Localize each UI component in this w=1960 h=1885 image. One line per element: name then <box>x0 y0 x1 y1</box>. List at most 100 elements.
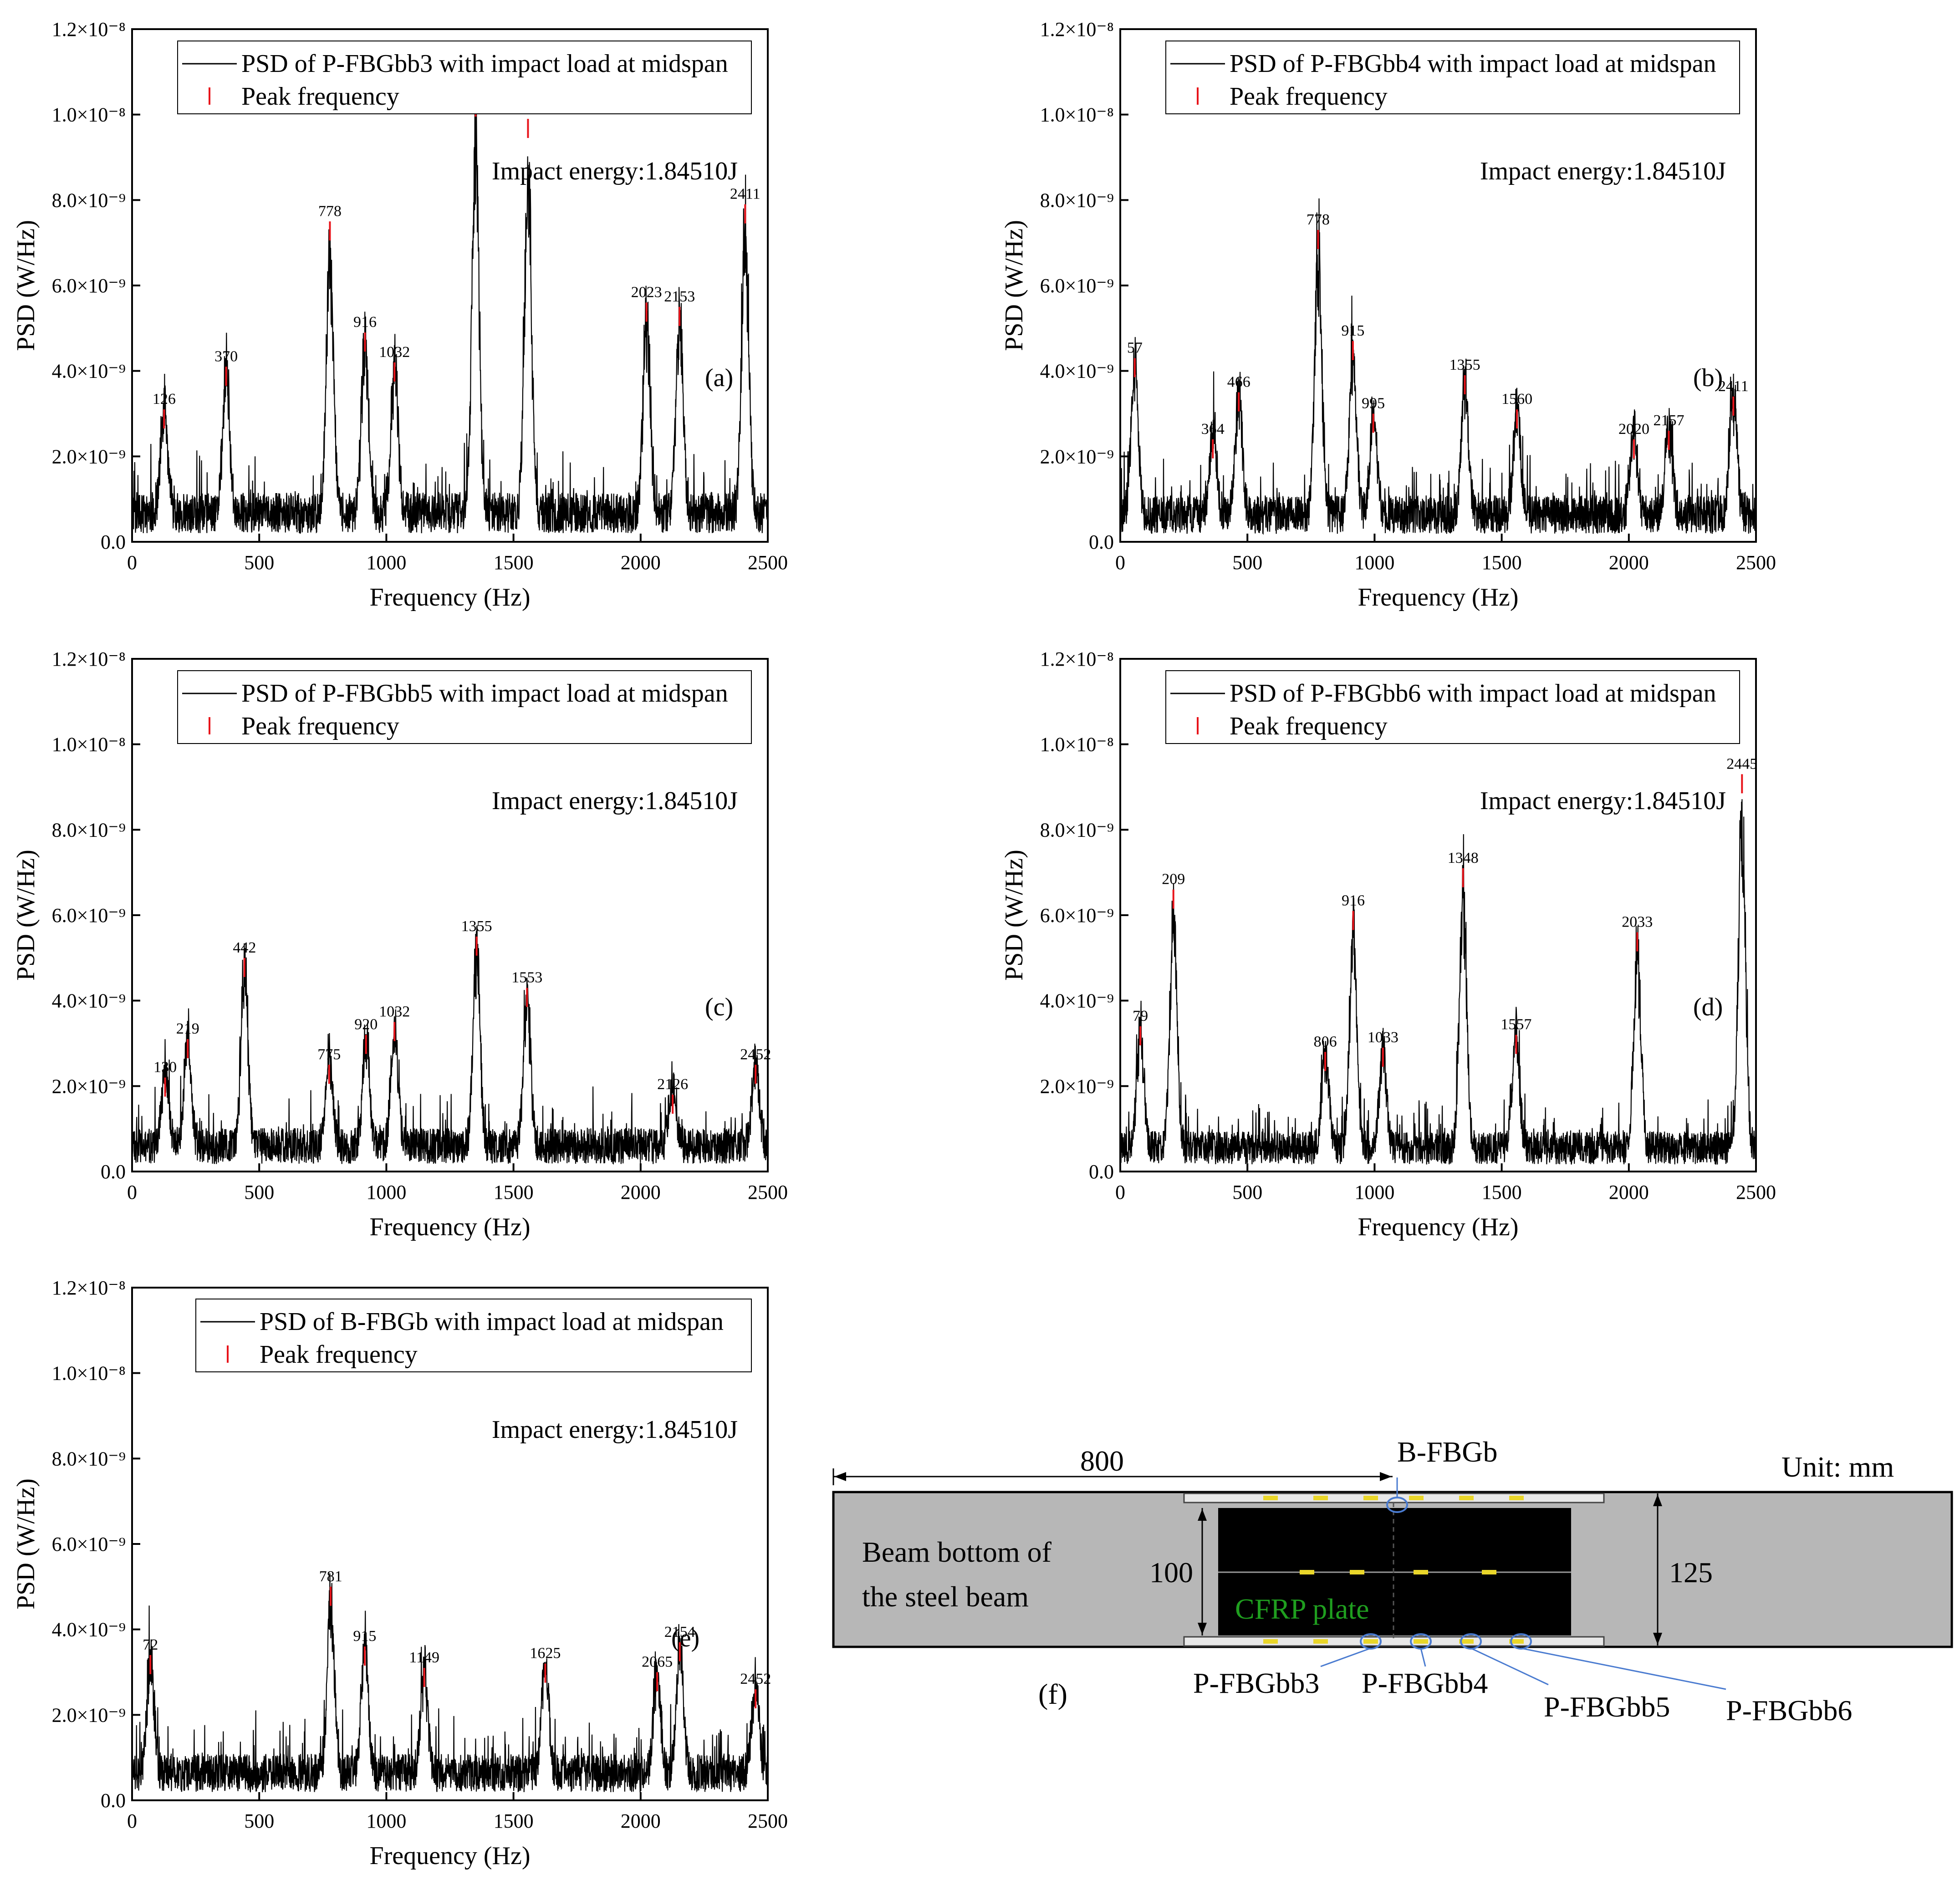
x-tick-label: 2500 <box>748 1810 788 1832</box>
panel-label: (d) <box>1693 993 1723 1021</box>
dimension-100-label: 100 <box>1149 1556 1193 1589</box>
y-tick-label: 1.0×10⁻⁸ <box>52 104 126 126</box>
y-tick-label: 2.0×10⁻⁹ <box>1040 1075 1114 1097</box>
legend-peak-label: Peak frequency <box>1230 82 1388 111</box>
fbg-sensor-dot <box>1414 1639 1428 1644</box>
y-tick-label: 6.0×10⁻⁹ <box>1040 904 1114 927</box>
y-tick-label: 8.0×10⁻⁹ <box>52 189 126 211</box>
x-tick-label: 0 <box>1115 1181 1125 1203</box>
impact-energy-annotation: Impact energy:1.84510J <box>1480 787 1726 815</box>
peak-label: 915 <box>353 1628 376 1645</box>
x-axis-title: Frequency (Hz) <box>370 583 531 611</box>
peak-label: 2452 <box>740 1046 771 1063</box>
legend-series-label: PSD of P-FBGbb6 with impact load at mids… <box>1230 679 1716 708</box>
y-tick-label: 6.0×10⁻⁹ <box>52 904 126 927</box>
psd-series-line <box>131 1573 769 1793</box>
x-tick-label: 2500 <box>1736 1181 1776 1203</box>
fbg-sensor-dot <box>1459 1496 1474 1500</box>
x-tick-label: 2500 <box>748 551 788 574</box>
leader-line <box>1521 1647 1726 1690</box>
y-tick-label: 8.0×10⁻⁹ <box>52 1447 126 1470</box>
peak-label: 775 <box>317 1046 341 1063</box>
x-tick-label: 0 <box>127 1810 137 1832</box>
dimension-800-label: 800 <box>1080 1445 1124 1477</box>
unit-label: Unit: mm <box>1781 1451 1894 1483</box>
legend-series-label: PSD of P-FBGbb4 with impact load at mids… <box>1230 50 1716 78</box>
fbg-sensor-dot <box>1263 1496 1278 1500</box>
legend-series-label: PSD of B-FBGb with impact load at midspa… <box>260 1308 724 1336</box>
peak-label: 442 <box>233 939 256 956</box>
x-tick-label: 0 <box>127 1181 137 1203</box>
beam-label-line1: Beam bottom of <box>862 1536 1052 1568</box>
peak-label: 1355 <box>461 918 492 935</box>
fbg-sensor-dot <box>1509 1496 1524 1500</box>
x-tick-label: 0 <box>127 551 137 574</box>
peak-label: 1032 <box>379 1004 410 1020</box>
peak-label: 209 <box>1162 871 1185 888</box>
peak-label: 2033 <box>1622 914 1653 931</box>
legend-box <box>1165 670 1740 744</box>
fbg-sensor-dot <box>1263 1639 1278 1644</box>
y-tick-label: 4.0×10⁻⁹ <box>1040 360 1114 382</box>
dim-arrow <box>1653 1633 1662 1645</box>
sensor-label-p-fbgbb4: P-FBGbb4 <box>1362 1667 1488 1699</box>
y-tick-label: 2.0×10⁻⁹ <box>52 445 126 468</box>
fbg-sensor-dot <box>1509 1639 1524 1644</box>
legend-box <box>195 1299 752 1372</box>
y-tick-label: 0.0 <box>1089 1161 1114 1183</box>
x-axis-title: Frequency (Hz) <box>1358 1213 1519 1241</box>
peak-label: 920 <box>354 1016 378 1033</box>
peak-label: 2154 <box>664 1624 695 1640</box>
legend-box <box>177 41 752 114</box>
fbg-sensor-dot <box>1409 1496 1424 1500</box>
x-tick-label: 1500 <box>1482 1181 1522 1203</box>
legend-peak-label: Peak frequency <box>260 1340 418 1369</box>
peak-label: 2445 <box>1726 755 1757 772</box>
y-tick-label: 1.2×10⁻⁸ <box>1040 648 1114 670</box>
x-tick-label: 1500 <box>494 1181 534 1203</box>
y-tick-label: 4.0×10⁻⁹ <box>52 360 126 382</box>
y-tick-label: 4.0×10⁻⁹ <box>1040 990 1114 1012</box>
x-tick-label: 1500 <box>494 1810 534 1832</box>
peak-label: 2411 <box>730 186 761 203</box>
legend: PSD of B-FBGb with impact load at midspa… <box>195 1299 752 1372</box>
x-tick-label: 500 <box>244 1810 274 1832</box>
peak-label: 1560 <box>1501 391 1532 408</box>
peak-label: 1553 <box>511 969 542 986</box>
dim-arrow <box>834 1472 846 1481</box>
y-axis-title: PSD (W/Hz) <box>12 850 40 981</box>
y-tick-label: 2.0×10⁻⁹ <box>52 1704 126 1726</box>
legend: PSD of P-FBGbb6 with impact load at mids… <box>1165 670 1740 744</box>
x-tick-label: 500 <box>244 551 274 574</box>
y-tick-label: 0.0 <box>101 1161 126 1183</box>
dim-arrow <box>1198 1623 1207 1635</box>
peak-label: 1557 <box>1501 1016 1531 1033</box>
y-tick-label: 6.0×10⁻⁹ <box>1040 275 1114 297</box>
legend: PSD of P-FBGbb5 with impact load at mids… <box>177 670 752 744</box>
x-tick-label: 1000 <box>366 1810 406 1832</box>
y-axis-title: PSD (W/Hz) <box>1000 850 1028 981</box>
impact-energy-annotation: Impact energy:1.84510J <box>492 157 738 185</box>
x-tick-label: 1000 <box>1354 551 1394 574</box>
y-tick-label: 8.0×10⁻⁹ <box>52 819 126 841</box>
x-tick-label: 2500 <box>1736 551 1776 574</box>
peak-label: 219 <box>176 1020 199 1037</box>
peak-label: 370 <box>214 348 238 365</box>
peak-label: 2157 <box>1653 412 1684 429</box>
y-axis-title: PSD (W/Hz) <box>12 220 40 351</box>
x-axis-title: Frequency (Hz) <box>370 1213 531 1241</box>
peak-label: 916 <box>353 314 377 331</box>
peak-label: 57 <box>1127 340 1143 357</box>
fbg-sensor-dot <box>1459 1639 1474 1644</box>
dim-arrow <box>1653 1494 1662 1506</box>
peak-label: 2020 <box>1618 421 1649 438</box>
x-tick-label: 2000 <box>1609 551 1649 574</box>
legend-peak-label: Peak frequency <box>1230 712 1388 740</box>
x-tick-label: 500 <box>1232 1181 1262 1203</box>
chart-panel-a: 1263707789161032135115572023215324110500… <box>12 18 788 611</box>
legend: PSD of P-FBGbb4 with impact load at mids… <box>1165 41 1740 114</box>
fbg-sensor-dot <box>1363 1496 1378 1500</box>
peak-label: 364 <box>1201 421 1225 438</box>
